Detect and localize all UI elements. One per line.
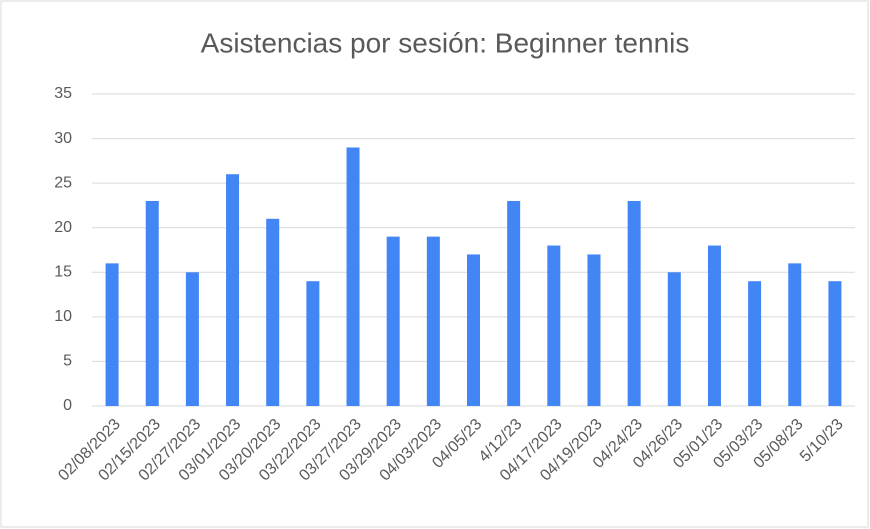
y-tick-label: 10: [54, 308, 72, 325]
y-tick-label: 25: [54, 174, 72, 191]
bar: [426, 236, 440, 406]
y-tick-label: 35: [54, 85, 72, 102]
bar: [185, 272, 199, 406]
bar: [627, 200, 641, 406]
bar: [467, 254, 480, 406]
y-tick-label: 5: [63, 353, 72, 370]
bar: [346, 147, 360, 406]
bar: [105, 263, 119, 406]
bar: [507, 200, 521, 406]
chart-title: Asistencias por sesión: Beginner tennis: [201, 27, 690, 58]
y-tick-label: 0: [63, 397, 72, 414]
bar: [306, 281, 320, 406]
bar: [707, 245, 721, 406]
bar: [226, 174, 240, 406]
y-tick-label: 20: [54, 219, 72, 236]
bar: [667, 272, 681, 406]
bar: [547, 245, 561, 406]
bar: [587, 254, 601, 406]
bar: [386, 236, 400, 406]
bar: [828, 281, 842, 406]
y-tick-label: 30: [54, 130, 72, 147]
bar: [788, 263, 802, 406]
y-tick-label: 15: [54, 264, 72, 281]
bar: [145, 200, 159, 406]
bar: [266, 218, 280, 406]
bar: [748, 281, 762, 406]
